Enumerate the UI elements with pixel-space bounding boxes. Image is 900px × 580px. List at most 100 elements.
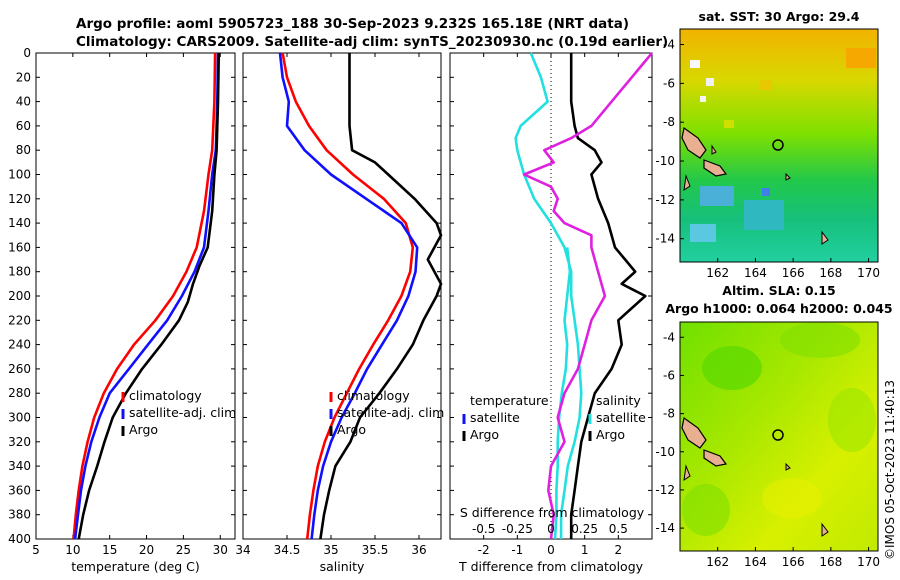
sla-map-title-line1: Altim. SLA: 0.15 xyxy=(722,283,835,298)
sst-float-marker xyxy=(772,139,784,151)
x-axis-label: salinity xyxy=(320,559,365,574)
map-x-tick-label: 166 xyxy=(782,555,805,569)
sst-map-frame xyxy=(679,28,879,263)
series-line-satellite-adj-clim xyxy=(73,52,220,540)
sst-map-title: sat. SST: 30 Argo: 29.4 xyxy=(699,9,860,24)
map-y-tick-label: -10 xyxy=(655,154,675,168)
legend-label: Argo xyxy=(470,427,499,442)
legend-label: Argo xyxy=(337,422,366,437)
legend-title-temperature: temperature xyxy=(470,393,549,408)
legend-label: Argo xyxy=(596,427,625,442)
legend-label: Argo xyxy=(129,422,158,437)
x-tick-label: 35 xyxy=(323,543,338,557)
y-tick-label: 160 xyxy=(8,240,31,254)
y-tick-label: 40 xyxy=(16,95,31,109)
y-tick-label: 240 xyxy=(8,338,31,352)
y-tick-label: 60 xyxy=(16,119,31,133)
x-tick-label: 10 xyxy=(65,543,80,557)
series-line-s-satellite xyxy=(553,247,572,540)
map-y-tick-label: -6 xyxy=(663,368,675,382)
top-tick-label: 0.5 xyxy=(609,522,628,536)
map-x-tick-label: 168 xyxy=(819,555,842,569)
imos-credit: ©IMOS 05-Oct-2023 11:40:13 xyxy=(883,380,897,560)
series-line-climatology xyxy=(72,52,217,540)
sst-map: sat. SST: 30 Argo: 29.4 xyxy=(655,9,880,280)
x-tick-label: 2 xyxy=(615,543,623,557)
y-tick-label: 120 xyxy=(8,192,31,206)
legend-label: satellite xyxy=(470,410,520,425)
y-tick-label: 200 xyxy=(8,289,31,303)
map-y-tick-label: -12 xyxy=(655,483,675,497)
map-y-tick-label: -4 xyxy=(663,38,675,52)
y-tick-label: 300 xyxy=(8,411,31,425)
legend-title-salinity: salinity xyxy=(596,393,641,408)
y-tick-label: 340 xyxy=(8,459,31,473)
series-line-argo xyxy=(319,53,443,540)
series-line-s-argo xyxy=(522,52,653,540)
temperature-panel: 0 20 40 60 80 100 120 140 160 180 200 220 240 260 280 3… xyxy=(8,46,236,574)
map-x-tick-label: 166 xyxy=(782,266,805,280)
x-tick-label: 36 xyxy=(411,543,426,557)
y-tick-label: 0 xyxy=(23,46,31,60)
x-tick-label: 25 xyxy=(176,543,191,557)
top-tick-label: -0.5 xyxy=(472,522,495,536)
plot-frame xyxy=(242,52,442,540)
sla-land xyxy=(681,416,829,537)
x-tick-label: 35.5 xyxy=(362,543,389,557)
x-tick-label: 0 xyxy=(547,543,555,557)
x-tick-label: -2 xyxy=(478,543,490,557)
x-tick-label: -1 xyxy=(511,543,523,557)
sst-pixel-patches xyxy=(690,48,876,242)
y-tick-label: 20 xyxy=(16,70,31,84)
top-tick-label: -0.25 xyxy=(502,522,533,536)
sla-map-ticks: 162 164 166 168 170 -4 -6 -8 -10 -12 -14 xyxy=(655,330,880,569)
map-x-tick-label: 162 xyxy=(706,266,729,280)
series-line-argo xyxy=(77,52,221,540)
series-line-t-satellite xyxy=(514,52,583,539)
sla-map: Altim. SLA: 0.15 Argo h1000: 0.064 h2000… xyxy=(655,283,892,569)
sla-float-marker xyxy=(772,429,784,441)
sst-map-ticks: 162 164 166 168 170 -4 -6 -8 -10 -12 -14 xyxy=(655,38,880,280)
map-x-tick-label: 170 xyxy=(857,555,880,569)
legend-label: satellite-adj. clim xyxy=(337,405,444,420)
map-y-tick-label: -8 xyxy=(663,407,675,421)
y-tick-label: 320 xyxy=(8,435,31,449)
x-axis-label: temperature (deg C) xyxy=(71,559,200,574)
y-tick-label: 260 xyxy=(8,362,31,376)
x-tick-label: 20 xyxy=(139,543,154,557)
difference-panel: -2 -1 0 1 2 T difference from climatology S di… xyxy=(449,52,653,574)
map-y-tick-label: -4 xyxy=(663,330,675,344)
y-tick-label: 80 xyxy=(16,143,31,157)
sla-blobs xyxy=(682,322,876,536)
y-tick-label: 360 xyxy=(8,483,31,497)
legend-label: climatology xyxy=(337,388,410,403)
x-axis-label: T difference from climatology xyxy=(458,559,644,574)
y-tick-label: 220 xyxy=(8,313,31,327)
salinity-panel: 34 34.5 35 35.5 36 salinity climatology satelli… xyxy=(235,52,444,574)
series-line-climatology xyxy=(281,52,415,540)
legend-label: satellite-adj. clim xyxy=(129,405,236,420)
map-y-tick-label: -12 xyxy=(655,193,675,207)
legend-label: satellite xyxy=(596,410,646,425)
map-y-tick-label: -14 xyxy=(655,232,675,246)
sst-land xyxy=(681,126,829,245)
y-tick-label: 380 xyxy=(8,508,31,522)
map-x-tick-label: 164 xyxy=(744,266,767,280)
sla-map-frame xyxy=(679,321,879,552)
y-tick-label: 100 xyxy=(8,168,31,182)
map-x-tick-label: 162 xyxy=(706,555,729,569)
top-tick-label: 0.25 xyxy=(571,522,598,536)
figure-title-line1: Argo profile: aoml 5905723_188 30-Sep-20… xyxy=(76,16,629,32)
y-tick-label: 140 xyxy=(8,216,31,230)
x-tick-label: 34 xyxy=(235,543,250,557)
map-y-tick-label: -10 xyxy=(655,445,675,459)
map-x-tick-label: 168 xyxy=(819,266,842,280)
map-x-tick-label: 170 xyxy=(857,266,880,280)
plot-frame xyxy=(35,52,236,540)
x-tick-label: 1 xyxy=(581,543,589,557)
figure-title-line2: Climatology: CARS2009. Satellite-adj cli… xyxy=(76,34,668,50)
map-x-tick-label: 164 xyxy=(744,555,767,569)
top-axis-label: S difference from climatology xyxy=(460,505,645,520)
series-line-satellite-adj-clim xyxy=(278,52,419,540)
